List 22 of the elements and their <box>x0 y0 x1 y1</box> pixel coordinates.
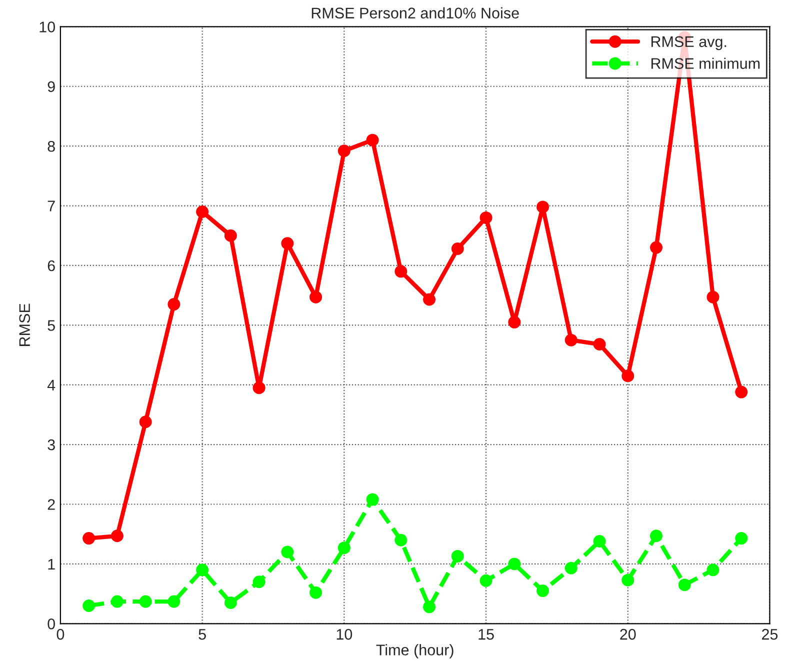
x-tick-label: 0 <box>56 628 64 640</box>
y-tick-label: 2 <box>48 499 55 510</box>
x-tick-label: 20 <box>620 628 636 640</box>
y-tick-label: 4 <box>47 380 56 390</box>
x-tick-label: 15 <box>478 629 494 640</box>
y-tick-label: 7 <box>48 200 55 212</box>
y-tick-label: 1 <box>48 558 55 570</box>
y-tick-label: 6 <box>48 260 55 272</box>
y-tick-label: 5 <box>48 320 55 331</box>
legend-label: RMSE avg. <box>651 36 726 50</box>
y-tick-label: 3 <box>48 439 55 450</box>
x-tick-label: 5 <box>198 629 206 640</box>
y-tick-label: 10 <box>40 22 55 32</box>
x-axis-title: Time (hour) <box>376 644 454 658</box>
y-tick-label: 9 <box>48 81 55 92</box>
y-axis-title: RMSE <box>19 304 30 346</box>
y-tick-label: 0 <box>48 618 55 630</box>
x-tick-label: 10 <box>336 628 352 640</box>
y-tick-label: 8 <box>48 140 55 152</box>
legend-label: RMSE minimum <box>651 58 760 69</box>
x-tick-label: 25 <box>762 628 778 640</box>
chart-title: RMSE Person2 and10% Noise <box>312 7 519 18</box>
